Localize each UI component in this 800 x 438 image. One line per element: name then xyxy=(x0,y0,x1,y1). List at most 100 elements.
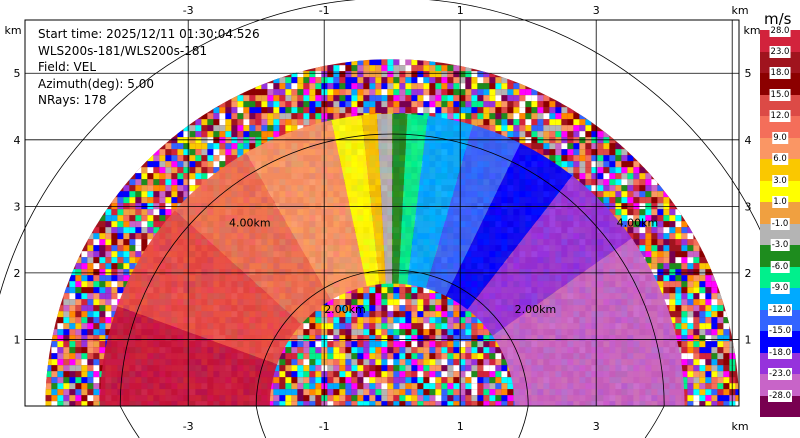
noise-cell xyxy=(225,119,232,126)
noise-cell xyxy=(393,65,400,72)
noise-cell xyxy=(597,131,604,138)
noise-cell xyxy=(93,353,100,360)
noise-cell xyxy=(513,119,520,126)
noise-cell xyxy=(429,71,436,78)
noise-cell xyxy=(687,335,694,342)
noise-cell xyxy=(447,95,454,102)
noise-cell xyxy=(357,305,364,312)
noise-cell xyxy=(153,155,160,162)
noise-cell xyxy=(315,119,322,126)
noise-cell xyxy=(291,341,298,348)
noise-cell xyxy=(249,125,256,132)
noise-cell xyxy=(687,257,694,264)
noise-cell xyxy=(441,359,448,366)
noise-cell xyxy=(579,167,586,174)
noise-cell xyxy=(327,383,334,390)
noise-cell xyxy=(483,125,490,132)
noise-cell xyxy=(273,77,280,84)
noise-cell xyxy=(483,353,490,360)
noise-cell xyxy=(51,347,58,354)
noise-cell xyxy=(171,185,178,192)
noise-cell xyxy=(105,329,112,336)
noise-cell xyxy=(327,353,334,360)
noise-cell xyxy=(561,119,568,126)
noise-cell xyxy=(435,377,442,384)
noise-cell xyxy=(495,95,502,102)
noise-cell xyxy=(303,347,310,354)
noise-cell xyxy=(381,311,388,318)
noise-cell xyxy=(393,359,400,366)
noise-cell xyxy=(621,215,628,222)
noise-cell xyxy=(345,101,352,108)
noise-cell xyxy=(567,107,574,114)
noise-cell xyxy=(87,263,94,270)
noise-cell xyxy=(603,173,610,180)
noise-cell xyxy=(333,299,340,306)
noise-cell xyxy=(609,143,616,150)
noise-cell xyxy=(495,125,502,132)
noise-cell xyxy=(471,119,478,126)
noise-cell xyxy=(639,233,646,240)
noise-cell xyxy=(687,371,694,378)
noise-cell xyxy=(567,143,574,150)
noise-cell xyxy=(63,317,70,324)
noise-cell xyxy=(381,305,388,312)
noise-cell xyxy=(471,341,478,348)
noise-cell xyxy=(279,377,286,384)
noise-cell xyxy=(297,107,304,114)
noise-cell xyxy=(549,155,556,162)
noise-cell xyxy=(441,329,448,336)
noise-cell xyxy=(153,173,160,180)
noise-cell xyxy=(357,311,364,318)
noise-cell xyxy=(219,155,226,162)
noise-cell xyxy=(453,83,460,90)
noise-cell xyxy=(675,305,682,312)
noise-cell xyxy=(213,131,220,138)
noise-cell xyxy=(405,293,412,300)
noise-cell xyxy=(291,365,298,372)
noise-cell xyxy=(495,377,502,384)
noise-cell xyxy=(705,317,712,324)
noise-cell xyxy=(423,359,430,366)
noise-cell xyxy=(657,233,664,240)
noise-cell xyxy=(141,197,148,204)
noise-cell xyxy=(357,77,364,84)
noise-cell xyxy=(561,155,568,162)
noise-cell xyxy=(339,65,346,72)
noise-cell xyxy=(627,191,634,198)
noise-cell xyxy=(291,125,298,132)
noise-cell xyxy=(81,311,88,318)
noise-cell xyxy=(657,251,664,258)
noise-cell xyxy=(381,341,388,348)
noise-cell xyxy=(285,101,292,108)
noise-cell xyxy=(609,209,616,216)
noise-cell xyxy=(591,179,598,186)
noise-cell xyxy=(99,299,106,306)
noise-cell xyxy=(93,263,100,270)
noise-cell xyxy=(117,263,124,270)
noise-cell xyxy=(615,155,622,162)
noise-cell xyxy=(177,161,184,168)
noise-cell xyxy=(489,77,496,84)
noise-cell xyxy=(687,233,694,240)
noise-cell xyxy=(645,215,652,222)
noise-cell xyxy=(357,89,364,96)
noise-cell xyxy=(99,233,106,240)
noise-cell xyxy=(369,389,376,396)
noise-cell xyxy=(195,119,202,126)
noise-cell xyxy=(393,365,400,372)
noise-cell xyxy=(393,83,400,90)
noise-cell xyxy=(435,347,442,354)
noise-cell xyxy=(285,77,292,84)
noise-cell xyxy=(201,149,208,156)
noise-cell xyxy=(567,137,574,144)
noise-cell xyxy=(531,125,538,132)
noise-cell xyxy=(723,329,730,336)
noise-cell xyxy=(363,359,370,366)
noise-cell xyxy=(363,77,370,84)
noise-cell xyxy=(99,245,106,252)
noise-cell xyxy=(225,149,232,156)
noise-cell xyxy=(453,353,460,360)
noise-cell xyxy=(129,239,136,246)
noise-cell xyxy=(675,275,682,282)
